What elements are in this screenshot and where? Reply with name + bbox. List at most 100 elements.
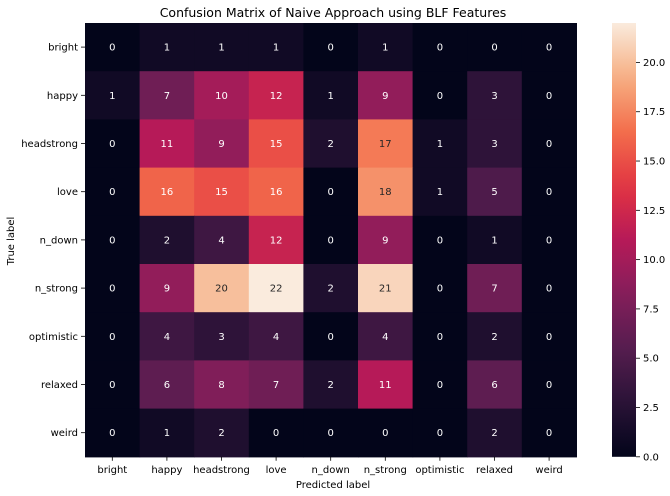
heatmap-cell (521, 23, 577, 72)
cell-value-label: 1 (218, 43, 224, 54)
heatmap-cell (412, 119, 468, 169)
cell-value-label: 3 (491, 91, 497, 102)
heatmap-cell (139, 264, 195, 313)
heatmap-cell (412, 408, 468, 458)
heatmap-cell (358, 408, 414, 458)
cell-value-label: 7 (164, 91, 170, 102)
y-tick-label: bright (48, 43, 78, 54)
heatmap-cell (139, 360, 195, 410)
heatmap-cell (358, 119, 414, 169)
cell-value-label: 0 (546, 380, 552, 391)
heatmap-cell (248, 408, 304, 458)
x-tick-label: n_strong (364, 465, 407, 476)
heatmap-cell (85, 408, 141, 458)
heatmap-cell (85, 360, 141, 410)
heatmap-cell (139, 119, 195, 169)
colorbar-tick-label: 2.5 (643, 403, 659, 414)
colorbar-tick-label: 15.0 (643, 157, 665, 168)
x-tick-label: headstrong (193, 465, 250, 476)
cell-value-label: 7 (273, 380, 279, 391)
cell-value-label: 1 (437, 139, 443, 150)
cell-value-label: 15 (215, 187, 228, 198)
cell-value-label: 0 (382, 428, 388, 439)
heatmap-cell (358, 264, 414, 313)
x-tick-label: love (266, 465, 287, 476)
cell-value-label: 0 (437, 332, 443, 343)
cell-value-label: 0 (546, 428, 552, 439)
cell-value-label: 1 (164, 43, 170, 54)
cell-value-label: 21 (379, 284, 392, 295)
heatmap-cell (467, 312, 523, 361)
heatmap-cell (85, 23, 141, 72)
y-tick-label: headstrong (21, 139, 78, 150)
heatmap-cell (467, 360, 523, 410)
cell-value-label: 4 (164, 332, 170, 343)
cell-value-label: 18 (379, 187, 392, 198)
colorbar-tick-label: 10.0 (643, 255, 665, 266)
heatmap-cell (303, 167, 359, 217)
heatmap-cell (412, 215, 468, 265)
heatmap-cell (412, 71, 468, 120)
cell-value-label: 0 (109, 332, 115, 343)
cell-value-label: 0 (437, 428, 443, 439)
heatmap-cell (467, 408, 523, 458)
cell-value-label: 0 (109, 380, 115, 391)
heatmap-cell (248, 119, 304, 169)
cell-value-label: 0 (109, 284, 115, 295)
x-tick-label: weird (535, 465, 562, 476)
cell-value-label: 1 (273, 43, 279, 54)
heatmap-cell (412, 23, 468, 72)
x-axis-label: Predicted label (296, 480, 370, 491)
heatmap-cell (303, 408, 359, 458)
cell-value-label: 0 (546, 332, 552, 343)
heatmap-cell (358, 71, 414, 120)
cell-value-label: 20 (215, 284, 228, 295)
heatmap-cell (467, 71, 523, 120)
cell-value-label: 4 (382, 332, 388, 343)
cell-value-label: 9 (382, 91, 388, 102)
heatmap-cell (521, 119, 577, 169)
y-axis-label: True label (6, 217, 17, 267)
cell-value-label: 6 (164, 380, 170, 391)
cell-value-label: 0 (437, 235, 443, 246)
cell-value-label: 0 (437, 91, 443, 102)
heatmap-cell (85, 312, 141, 361)
heatmap-cell (139, 23, 195, 72)
cell-value-label: 7 (491, 284, 497, 295)
cell-value-label: 0 (546, 43, 552, 54)
heatmap-cell (521, 312, 577, 361)
cell-value-label: 9 (218, 139, 224, 150)
heatmap-cell (194, 312, 250, 361)
cell-value-label: 2 (328, 139, 334, 150)
cell-value-label: 15 (270, 139, 283, 150)
cell-value-label: 2 (218, 428, 224, 439)
cell-value-label: 2 (328, 380, 334, 391)
cell-value-label: 4 (273, 332, 279, 343)
y-tick-label: n_strong (35, 284, 78, 295)
heatmap-cells: 0 1 1 1 0 1 0 0 01 7 10 12 1 9 0 3 00 11 9 15 2 17 1 3 00 16 15 16 0… (85, 23, 577, 458)
cell-value-label: 0 (546, 187, 552, 198)
heatmap-cell (248, 23, 304, 72)
heatmap-cell (248, 264, 304, 313)
heatmap-cell (85, 119, 141, 169)
cell-value-label: 0 (328, 332, 334, 343)
heatmap-cell (139, 167, 195, 217)
colorbar-tick-label: 12.5 (643, 206, 665, 217)
heatmap-cell (194, 23, 250, 72)
heatmap-cell (85, 264, 141, 313)
cell-value-label: 9 (164, 284, 170, 295)
heatmap-cell (412, 264, 468, 313)
heatmap-cell (139, 215, 195, 265)
cell-value-label: 0 (328, 187, 334, 198)
cell-value-label: 0 (109, 43, 115, 54)
cell-value-label: 1 (491, 235, 497, 246)
cell-value-label: 0 (109, 139, 115, 150)
heatmap-cell (358, 312, 414, 361)
cell-value-label: 11 (379, 380, 392, 391)
cell-value-label: 16 (270, 187, 283, 198)
chart-title: Confusion Matrix of Naive Approach using… (160, 5, 507, 20)
cell-value-label: 1 (109, 91, 115, 102)
heatmap-cell (194, 71, 250, 120)
x-tick-label: bright (97, 465, 127, 476)
